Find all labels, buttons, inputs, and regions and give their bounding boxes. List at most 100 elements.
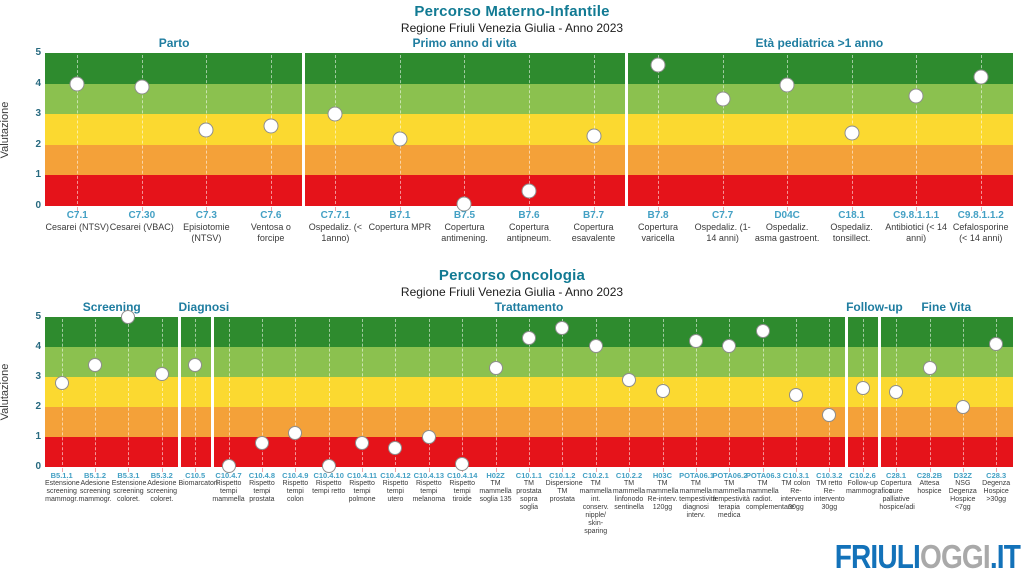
category-description: Cesarei (NTSV)	[45, 222, 110, 232]
category-code: POTA06.1	[679, 471, 714, 480]
category-label: B7.7 Copertura esavalente	[561, 210, 626, 264]
section-header: Età pediatrica >1 anno	[755, 36, 884, 50]
data-point	[844, 125, 860, 141]
x-axis-tick	[95, 468, 97, 472]
category-label: C10.4.13 Rispetto tempi melanoma	[412, 471, 445, 536]
category-description: TM mammella int. conserv. nipple/ skin-s…	[579, 480, 612, 535]
category-label: C7.30 Cesarei (VBAC)	[110, 210, 175, 264]
gridline	[787, 55, 789, 204]
gridline	[195, 319, 197, 465]
category-code: B7.1	[389, 210, 411, 221]
chart-area: Parto Primo anno di vita Età pediatrica >1…	[0, 36, 1013, 264]
y-tick-label: 4	[35, 341, 41, 352]
gridline	[261, 319, 263, 465]
gridline	[141, 55, 143, 204]
section-divider	[624, 53, 628, 206]
category-description: Ospedaliz. asma gastroent.	[754, 222, 820, 243]
category-code: C10.2.6	[849, 471, 876, 480]
gridline	[722, 55, 724, 204]
plot-wrap: Valutazione 0 1 2 3 4 5	[0, 48, 1013, 212]
section-divider	[302, 53, 306, 206]
category-label: B7.1 Copertura MPR	[368, 210, 433, 264]
x-axis-tick	[495, 468, 497, 472]
section-header: Diagnosi	[178, 300, 230, 314]
x-axis-tick	[335, 207, 337, 211]
category-label: B5.1.1 Estensione screening mammogr.	[45, 471, 80, 536]
data-point	[134, 79, 150, 95]
data-point	[789, 388, 804, 402]
x-axis-tick	[762, 468, 764, 472]
category-label: C18.1 Ospedaliz. tonsillect.	[819, 210, 884, 264]
category-code: C18.1	[838, 210, 865, 221]
category-code: C10.4.14	[446, 471, 478, 480]
category-label: C10.3.2 TM retto Re- intervento 30gg	[813, 471, 846, 536]
category-description: Copertura antipneum.	[506, 222, 552, 243]
category-label: C28.3 Degenza Hospice >30gg	[980, 471, 1013, 536]
chart-subtitle: Regione Friuli Venezia Giulia - Anno 202…	[400, 285, 624, 299]
section-header: Fine Vita	[921, 300, 972, 314]
category-description: Estensione screening coloret.	[111, 480, 147, 503]
x-axis-tick	[896, 468, 898, 472]
y-tick-label: 4	[35, 77, 41, 89]
category-code: C7.3	[195, 210, 217, 221]
plot-area	[45, 53, 1013, 212]
logo-text-oggi: OGGI	[919, 538, 991, 575]
category-description: Copertura MPR	[368, 222, 432, 232]
category-label: B7.5 Copertura antimening.	[432, 210, 497, 264]
y-tick-label: 0	[35, 200, 41, 211]
x-axis-tick	[996, 468, 998, 472]
category-label: C7.6 Ventosa o forcipe	[239, 210, 304, 264]
data-point	[779, 77, 795, 93]
category-description: Rispetto tempi mammella	[212, 480, 245, 503]
data-point	[455, 457, 470, 471]
x-axis-tick	[77, 207, 79, 211]
category-label: C10.5 Biomarcatori	[179, 471, 218, 536]
gridline	[295, 319, 297, 465]
category-description: Rispetto tempi tiroide	[449, 480, 476, 503]
gridline	[495, 319, 497, 465]
y-axis-ticks: 0 1 2 3 4 5	[29, 48, 43, 211]
category-label: B5.3.2 Adesione screening coloret.	[145, 471, 178, 536]
data-point	[288, 425, 303, 440]
gridline	[95, 319, 97, 465]
data-point	[688, 334, 703, 348]
x-axis-tick	[399, 207, 401, 211]
section-header: Trattamento	[494, 300, 564, 314]
category-code: C7.7	[712, 210, 734, 221]
x-axis-tick	[851, 207, 853, 211]
x-axis-tick	[141, 207, 143, 211]
category-label: C10.4.8 Rispetto tempi prostata	[245, 471, 278, 536]
category-description: Dispersione TM prostata	[545, 480, 583, 503]
category-label: C7.3 Episiotomie (NTSV)	[174, 210, 239, 264]
y-axis-label: Valutazione	[0, 101, 11, 158]
category-description: Ospedaliz. tonsillect.	[830, 222, 873, 243]
x-axis-tick	[261, 468, 263, 472]
data-point	[488, 361, 503, 375]
x-axis-tick	[916, 207, 918, 211]
category-code: C7.6	[260, 210, 282, 221]
category-code: C10.2.2	[615, 471, 643, 480]
x-axis-tick	[629, 468, 631, 472]
category-code: C9.8.1.1.1	[893, 210, 940, 221]
category-label: B7.8 Copertura varicella	[626, 210, 691, 264]
data-point	[588, 338, 603, 353]
chart-subtitle: Regione Friuli Venezia Giulia - Anno 202…	[400, 21, 624, 35]
x-axis-labels: B5.1.1 Estensione screening mammogr. B5.1.…	[45, 471, 1013, 536]
gridline	[829, 319, 831, 465]
data-point	[121, 310, 136, 324]
category-code: C10.4.13	[413, 471, 445, 480]
gridline	[929, 319, 931, 465]
friulioggi-logo: FRIULIOGGI.IT	[835, 538, 1021, 575]
category-code: C10.1.2	[549, 471, 576, 480]
x-axis-tick	[562, 468, 564, 472]
data-point	[889, 385, 904, 399]
section-header: Primo anno di vita	[412, 36, 517, 50]
x-axis-tick	[362, 468, 364, 472]
gridline	[762, 319, 764, 465]
gridline	[980, 55, 982, 204]
logo-text-it: .IT	[989, 538, 1021, 575]
gridline	[161, 319, 163, 465]
category-description: Ospedaliz. (1-14 anni)	[694, 222, 751, 243]
category-label: C9.8.1.1.1 Antibiotici (< 14 anni)	[884, 210, 949, 264]
category-description: Copertura varicella	[638, 222, 679, 243]
